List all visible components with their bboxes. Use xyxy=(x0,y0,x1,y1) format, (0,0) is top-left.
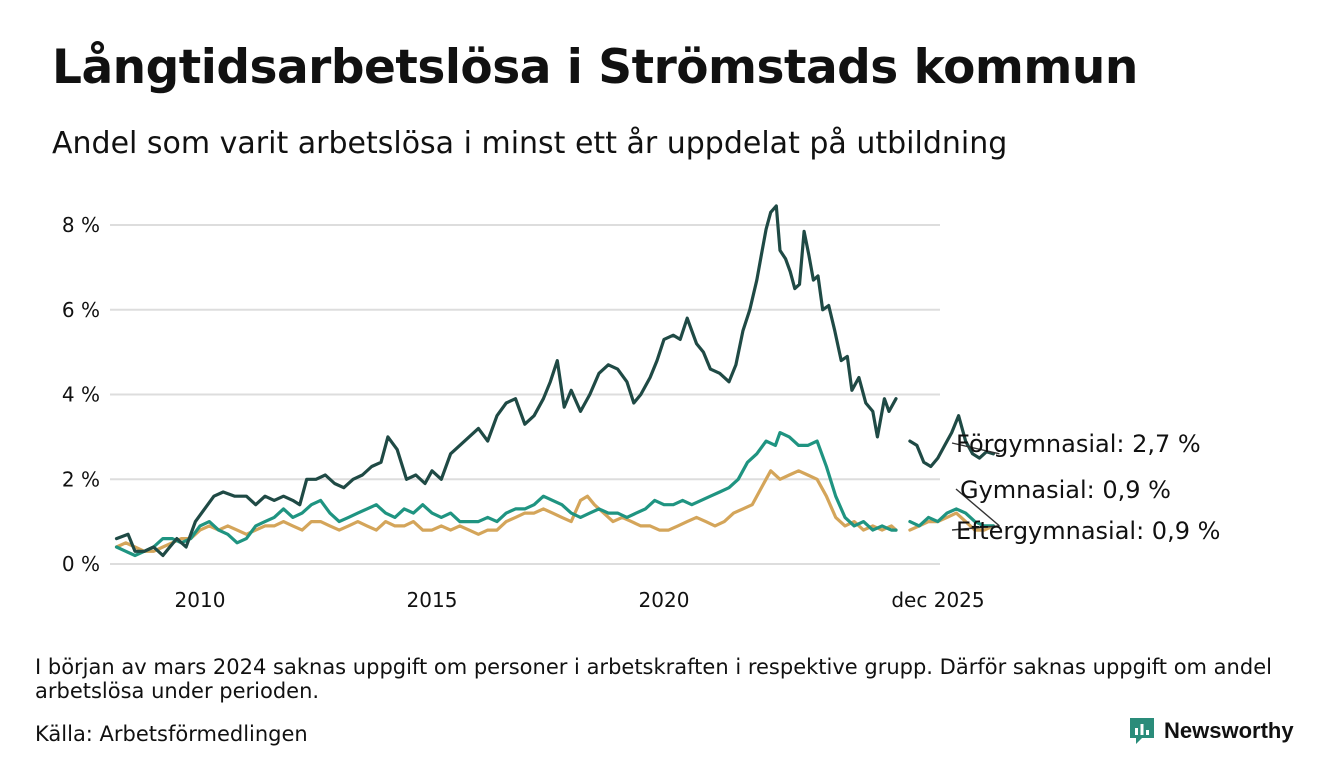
source-text: Källa: Arbetsförmedlingen xyxy=(35,722,308,746)
leader-line xyxy=(951,525,1000,531)
gridlines xyxy=(110,224,940,565)
y-tick-label: 2 % xyxy=(62,467,100,491)
y-axis-ticks: 0 % 2 % 4 % 6 % 8 % xyxy=(62,213,100,576)
x-tick-label: 2010 xyxy=(175,588,226,612)
series-lines xyxy=(114,204,995,558)
footnote: I början av mars 2024 saknas uppgift om … xyxy=(35,655,1272,703)
y-tick-label: 6 % xyxy=(62,298,100,322)
chart-subtitle: Andel som varit arbetslösa i minst ett å… xyxy=(52,126,1008,161)
y-tick-label: 0 % xyxy=(62,552,100,576)
end-label-förgymnasial: Förgymnasial: 2,7 % xyxy=(956,430,1201,458)
brand-logo: Newsworthy xyxy=(1128,716,1294,746)
x-tick-label: 2015 xyxy=(407,588,458,612)
brand-name: Newsworthy xyxy=(1164,718,1294,743)
series-line-eftergymnasial xyxy=(114,469,995,553)
series-line-förgymnasial xyxy=(114,204,995,558)
newsworthy-logo-icon xyxy=(1130,718,1154,744)
x-axis-ticks: 2010 2015 2020 dec 2025 xyxy=(175,588,985,612)
leader-line xyxy=(955,488,1000,527)
end-labels: Förgymnasial: 2,7 % Gymnasial: 0,9 % Efter… xyxy=(951,430,1220,545)
end-label-eftergymnasial: Eftergymnasial: 0,9 % xyxy=(956,517,1220,545)
line-chart: 0 % 2 % 4 % 6 % 8 % 2010 2015 2020 dec 2025 För… xyxy=(62,204,1220,612)
x-tick-label: 2020 xyxy=(639,588,690,612)
leader-line xyxy=(951,442,1000,455)
y-tick-label: 4 % xyxy=(62,383,100,407)
chart-title: Långtidsarbetslösa i Strömstads kommun xyxy=(52,40,1138,95)
end-label-gymnasial: Gymnasial: 0,9 % xyxy=(960,476,1171,504)
series-line-gymnasial xyxy=(114,431,995,558)
y-tick-label: 8 % xyxy=(62,213,100,237)
x-tick-label: dec 2025 xyxy=(891,588,984,612)
